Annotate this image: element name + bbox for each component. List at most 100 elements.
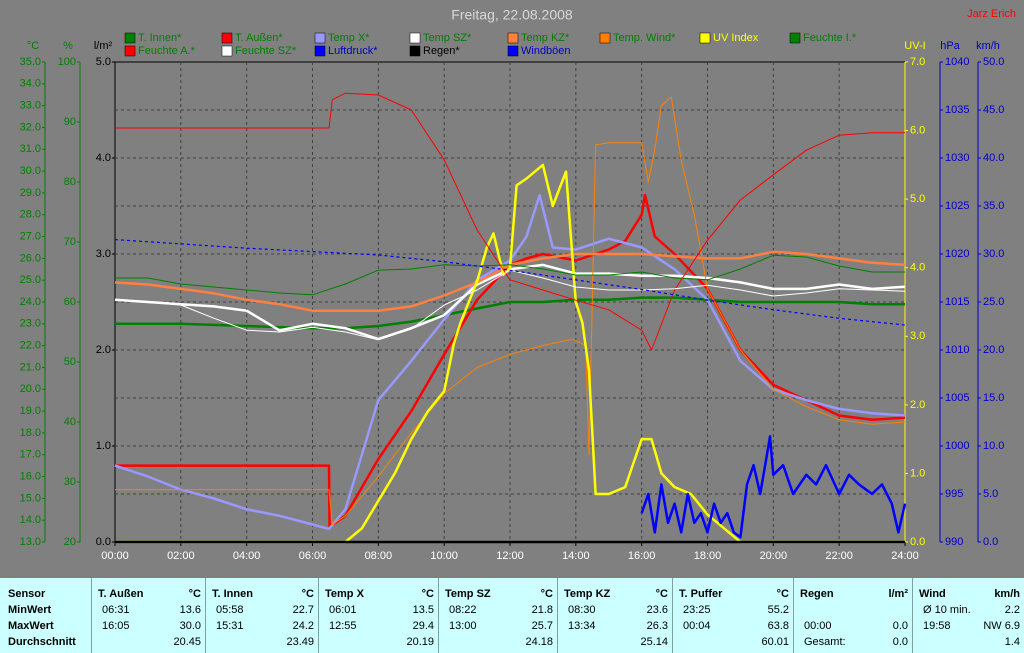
y-tick-label: 27.0	[20, 230, 41, 242]
y-tick-label: 18.0	[20, 427, 41, 439]
series-line	[115, 296, 905, 330]
series-line	[114, 239, 906, 326]
y-tick-label: 21.0	[20, 361, 41, 373]
y-tick-label: 40	[64, 416, 76, 428]
column-header: T. Innen	[212, 588, 253, 600]
table-cell: 12:55	[329, 620, 357, 632]
table-cell: 13:00	[449, 620, 477, 632]
x-tick-label: 18:00	[694, 550, 722, 562]
y-tick-label: 30.0	[20, 165, 41, 177]
y-tick-label: 34.0	[20, 78, 41, 90]
column-header: T. Außen	[98, 588, 144, 600]
y-tick-label: 30.0	[983, 248, 1004, 260]
table-cell: 22.7	[292, 604, 314, 616]
legend-label: Luftdruck*	[328, 45, 378, 57]
table-cell: 13.5	[412, 604, 434, 616]
table-cell: 2.2	[1004, 604, 1020, 616]
y-tick-label: 35.0	[20, 56, 41, 68]
y-tick-label: 1025	[945, 200, 969, 212]
legend-swatch	[124, 32, 136, 44]
column-unit: km/h	[994, 588, 1020, 600]
y-tick-label: 28.0	[20, 209, 41, 221]
table-cell: NW 6.9	[983, 620, 1020, 632]
table-cell: Ø 10 min.	[923, 604, 971, 616]
y-tick-label: 1010	[945, 344, 969, 356]
column-unit: °C	[301, 588, 314, 600]
table-cell: 23:25	[683, 604, 711, 616]
table-cell: 19:58	[923, 620, 951, 632]
y-tick-label: 33.0	[20, 100, 41, 112]
legend-label: Windböen	[521, 45, 571, 57]
table-column: Wind km/h Ø 10 min. 2.2 19:58 NW 6.9 1.4	[912, 578, 1024, 653]
y-tick-label: 14.0	[20, 514, 41, 526]
y-tick-label: 1000	[945, 440, 969, 452]
column-header: Temp SZ	[445, 588, 491, 600]
column-header: T. Puffer	[679, 588, 723, 600]
y-tick-label: 60	[64, 296, 76, 308]
x-tick-label: 04:00	[233, 550, 261, 562]
legend-label: Feuchte A.*	[138, 45, 196, 57]
table-cell: 55.2	[767, 604, 789, 616]
axis-title: °C	[27, 40, 39, 52]
series-line	[640, 435, 907, 539]
y-tick-label: 25.0	[983, 296, 1004, 308]
table-cell: 29.4	[412, 620, 434, 632]
y-tick-label: 1.0	[96, 440, 111, 452]
y-tick-label: 5.0	[983, 488, 998, 500]
axis-title: l/m²	[94, 40, 113, 52]
y-tick-label: 4.0	[910, 262, 925, 274]
y-tick-label: 1005	[945, 392, 969, 404]
legend-label: T. Außen*	[235, 32, 283, 44]
y-tick-label: 2.0	[910, 399, 925, 411]
table-cell: Gesamt:	[804, 636, 846, 648]
table-cell: 08:22	[449, 604, 477, 616]
y-tick-label: 100	[58, 56, 76, 68]
table-cell: 30.0	[179, 620, 201, 632]
summary-table: Sensor MinWert MaxWert Durchschnitt T. Außen…	[0, 578, 1024, 653]
x-tick-label: 16:00	[628, 550, 656, 562]
legend-swatch	[507, 45, 519, 57]
axis-title: UV-I	[904, 40, 925, 52]
y-tick-label: 50	[64, 356, 76, 368]
column-unit: °C	[540, 588, 553, 600]
table-cell: 23.6	[646, 604, 668, 616]
y-tick-label: 5.0	[96, 56, 111, 68]
legend-label: Temp. Wind*	[613, 32, 676, 44]
y-tick-label: 19.0	[20, 405, 41, 417]
y-tick-label: 3.0	[910, 330, 925, 342]
y-tick-label: 35.0	[983, 200, 1004, 212]
column-header: Temp X	[325, 588, 364, 600]
table-cell: 63.8	[767, 620, 789, 632]
table-cell: 24.18	[525, 636, 553, 648]
table-cell: 00:00	[804, 620, 832, 632]
legend-swatch	[314, 32, 326, 44]
series-line	[115, 254, 905, 296]
y-tick-label: 23.0	[20, 318, 41, 330]
table-cell: 08:30	[568, 604, 596, 616]
column-unit: l/m²	[888, 588, 908, 600]
y-tick-label: 7.0	[910, 56, 925, 68]
table-cell: 25.7	[531, 620, 553, 632]
author: Jarz Erich	[967, 8, 1016, 20]
y-tick-label: 31.0	[20, 143, 41, 155]
legend-label: Temp X*	[328, 32, 370, 44]
y-tick-label: 6.0	[910, 124, 925, 136]
column-header: Temp KZ	[564, 588, 611, 600]
series-line	[115, 163, 905, 544]
y-tick-label: 15.0	[20, 492, 41, 504]
table-cell: 60.01	[761, 636, 789, 648]
y-tick-label: 4.0	[96, 152, 111, 164]
y-tick-label: 50.0	[983, 56, 1004, 68]
legend-label: UV Index	[713, 32, 759, 44]
series-line	[114, 193, 906, 531]
y-tick-label: 20	[64, 536, 76, 548]
table-column: T. Außen °C 06:31 13.6 16:05 30.0 20.45	[91, 578, 205, 653]
table-column: T. Puffer °C 23:25 55.2 00:04 63.8 60.01	[672, 578, 793, 653]
table-cell: 13:34	[568, 620, 596, 632]
y-tick-label: 20.0	[20, 383, 41, 395]
y-tick-label: 90	[64, 116, 76, 128]
table-cell: 24.2	[292, 620, 314, 632]
y-tick-label: 24.0	[20, 296, 41, 308]
y-tick-label: 10.0	[983, 440, 1004, 452]
